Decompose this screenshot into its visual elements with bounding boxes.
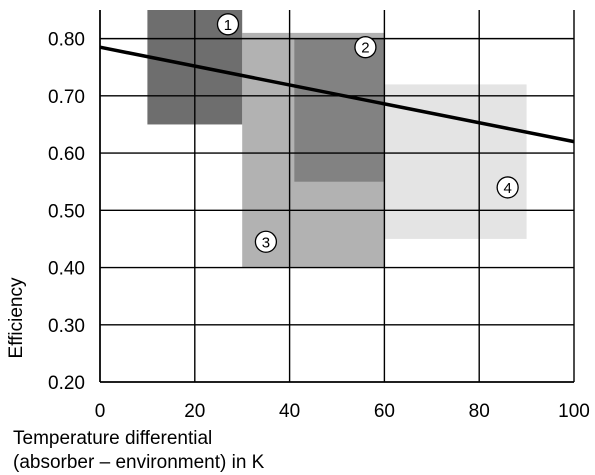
region-marker-label: 3	[262, 234, 270, 251]
y-tick-label: 0.50	[48, 201, 85, 222]
regions-layer	[147, 10, 527, 268]
x-tick-label: 100	[558, 401, 590, 422]
x-tick-label: 40	[279, 401, 300, 422]
y-axis-label: Efficiency	[6, 277, 27, 358]
x-tick-label: 0	[95, 401, 106, 422]
y-tick-label: 0.20	[48, 373, 85, 394]
region-2	[294, 38, 385, 182]
efficiency-line	[99, 45, 575, 144]
x-tick-label: 80	[469, 401, 490, 422]
x-axis-label-line-2: (absorber – environment) in K	[13, 452, 265, 473]
tick-layer: 0 20 40 60 80 100 0.20 0.30 0.40 0.50 0.60 0.70 0.80	[48, 30, 590, 422]
x-tick-label: 20	[184, 401, 205, 422]
y-tick-label: 0.30	[48, 316, 85, 337]
region-marker-4	[496, 176, 519, 199]
x-axis-label-line-1: Temperature differential	[13, 428, 212, 449]
y-tick-label: 0.80	[48, 30, 85, 51]
region-marker-1	[216, 13, 240, 36]
region-marker-label: 1	[224, 17, 232, 34]
marker-layer: 1 2 3 4	[216, 13, 519, 253]
region-marker-3	[254, 230, 278, 253]
line-layer	[99, 45, 575, 144]
grid-layer	[99, 10, 575, 383]
region-marker-label: 4	[503, 180, 511, 197]
y-tick-label: 0.60	[48, 144, 85, 165]
x-tick-label: 60	[374, 401, 395, 422]
region-marker-2	[354, 36, 377, 59]
region-marker-label: 2	[361, 40, 369, 57]
y-tick-label: 0.70	[48, 87, 85, 108]
y-tick-label: 0.40	[48, 259, 85, 280]
